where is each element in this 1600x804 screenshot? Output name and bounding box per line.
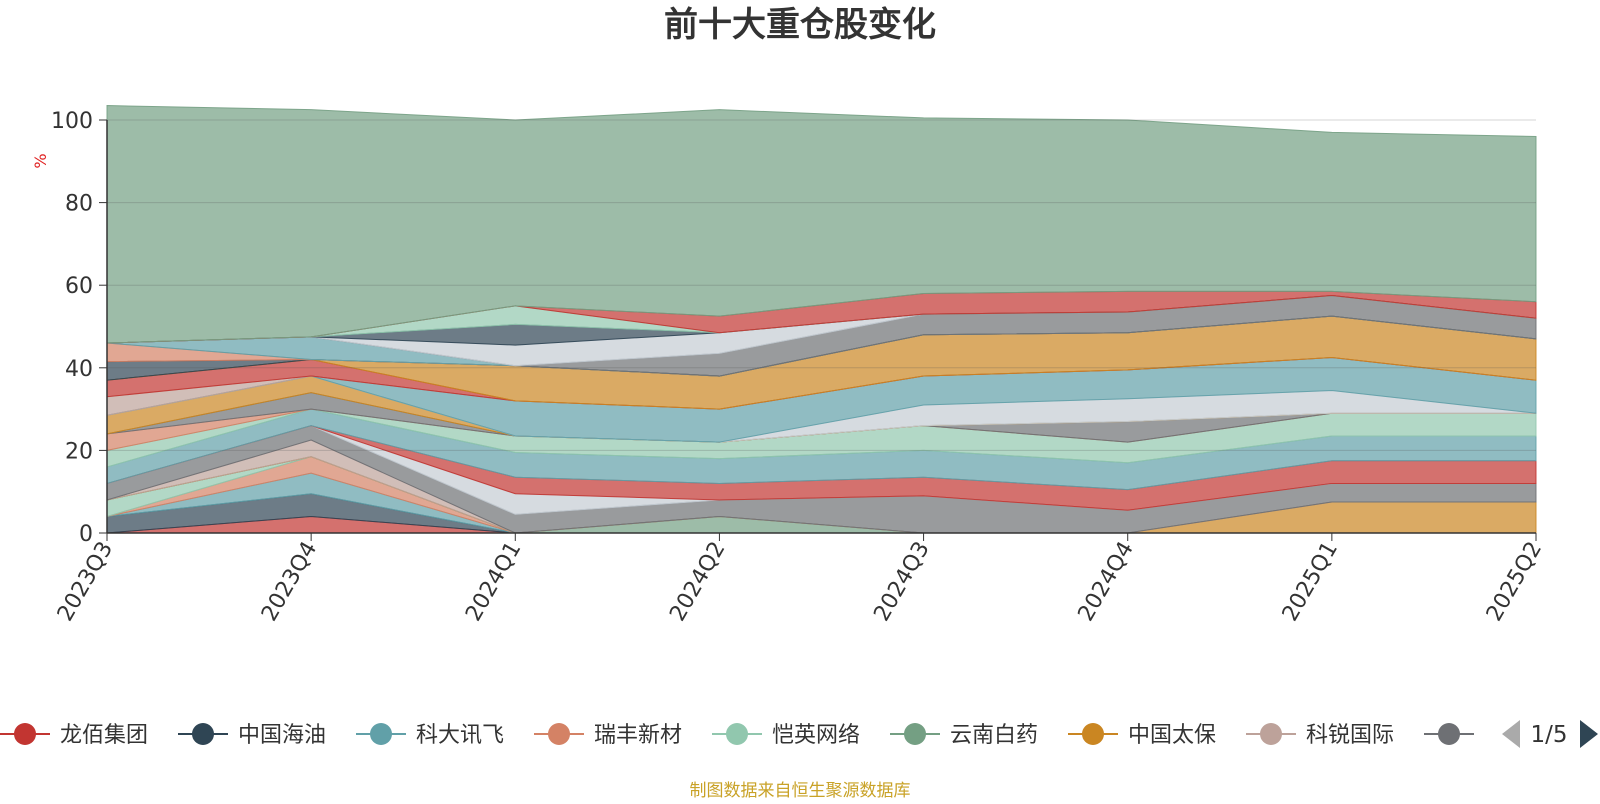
area-series-30 <box>106 105 1537 344</box>
legend-item[interactable] <box>1424 723 1474 745</box>
legend-marker-icon <box>904 723 926 745</box>
legend-item[interactable]: 瑞丰新材 <box>534 723 682 748</box>
x-axis-tick-label: 2023Q3 <box>53 538 118 626</box>
legend-item[interactable]: 中国海油 <box>178 723 326 748</box>
legend-marker-icon <box>726 723 748 745</box>
legend-item[interactable]: 恺英网络 <box>712 723 860 748</box>
x-axis-tick-label: 2024Q2 <box>665 538 730 626</box>
legend-marker-icon <box>192 723 214 745</box>
legend-item[interactable]: 龙佰集团 <box>0 723 148 748</box>
legend-page-indicator: 1/5 <box>1530 722 1567 748</box>
legend: 龙佰集团 中国海油 科大讯飞 瑞丰新材 恺英网络 云南白药 中国太保 科锐国际 <box>0 723 1474 748</box>
legend-prev-page-icon[interactable] <box>1502 720 1520 748</box>
legend-marker-icon <box>548 723 570 745</box>
legend-label: 恺英网络 <box>772 723 860 748</box>
source-note: 制图数据来自恒生聚源数据库 <box>690 781 911 800</box>
legend-label: 云南白药 <box>950 723 1038 748</box>
legend-label: 瑞丰新材 <box>594 723 682 748</box>
legend-label: 科锐国际 <box>1306 723 1394 748</box>
legend-label: 中国海油 <box>238 723 326 748</box>
x-axis-tick-label: 2024Q3 <box>869 538 934 626</box>
legend-label: 中国太保 <box>1128 723 1216 748</box>
x-axis-tick-label: 2024Q4 <box>1074 538 1139 626</box>
legend-marker-icon <box>370 723 392 745</box>
legend-marker-icon <box>1260 723 1282 745</box>
areas-layer <box>106 105 1537 534</box>
grid-layer <box>107 119 1536 451</box>
legend-marker-icon <box>1438 723 1460 745</box>
y-axis-tick-label: 100 <box>51 109 93 134</box>
x-axis-tick-label: 2023Q4 <box>257 538 322 626</box>
legend-item[interactable]: 科大讯飞 <box>356 723 504 748</box>
legend-item[interactable]: 云南白药 <box>890 723 1038 748</box>
y-axis-unit-label: % <box>31 153 50 168</box>
y-axis-tick-label: 60 <box>65 274 93 299</box>
legend-label: 龙佰集团 <box>60 723 148 748</box>
x-axis-tick-label: 2025Q2 <box>1482 538 1547 626</box>
legend-label: 科大讯飞 <box>416 723 504 748</box>
legend-marker-icon <box>1082 723 1104 745</box>
y-axis-tick-label: 20 <box>65 439 93 464</box>
y-axis-tick-label: 40 <box>65 357 93 382</box>
legend-pager: 1/5 <box>1502 720 1598 748</box>
legend-item[interactable]: 中国太保 <box>1068 723 1216 748</box>
legend-next-page-icon[interactable] <box>1580 720 1598 748</box>
legend-marker-icon <box>14 723 36 745</box>
y-axis-tick-label: 80 <box>65 192 93 217</box>
x-axis-tick-label: 2025Q1 <box>1278 538 1343 626</box>
y-axis-tick-label: 0 <box>79 522 93 547</box>
x-axis-tick-label: 2024Q1 <box>461 538 526 626</box>
legend-item[interactable]: 科锐国际 <box>1246 723 1394 748</box>
chart-title: 前十大重仓股变化 <box>664 5 936 45</box>
